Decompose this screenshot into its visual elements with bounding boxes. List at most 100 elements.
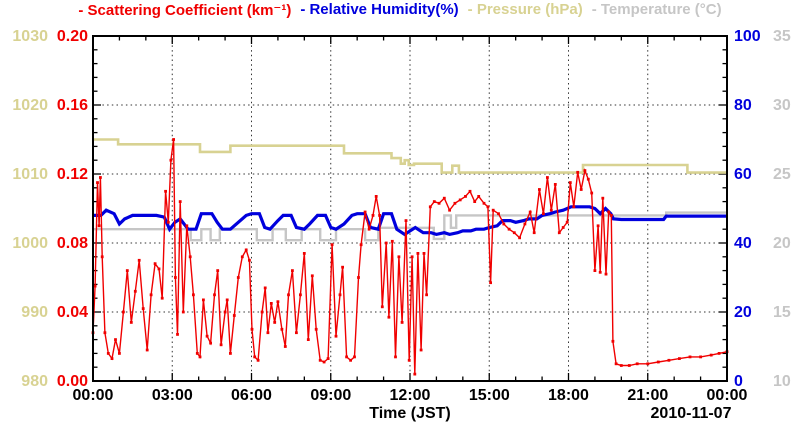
- scattering-tick-label: 0.12: [56, 166, 88, 183]
- data-point-scattering: [205, 334, 209, 338]
- data-point-scattering: [489, 281, 492, 285]
- data-point-scattering: [145, 348, 149, 352]
- data-point-scattering: [374, 195, 378, 198]
- chart-legend: - Scattering Coefficient (km⁻¹) - Relati…: [0, 1, 800, 19]
- scattering-tick-label: 0.04: [56, 304, 88, 321]
- data-point-scattering: [141, 307, 145, 310]
- data-point-scattering: [118, 352, 121, 355]
- data-point-scattering: [568, 181, 572, 184]
- data-point-scattering: [532, 231, 536, 235]
- data-point-scattering: [518, 236, 521, 240]
- plot-frame: [92, 35, 728, 382]
- data-point-scattering: [667, 358, 671, 362]
- data-point-scattering: [635, 362, 639, 366]
- data-point-scattering: [276, 300, 280, 304]
- data-point-scattering: [236, 276, 240, 279]
- data-point-scattering: [110, 357, 114, 360]
- data-point-scattering: [232, 314, 236, 317]
- data-point-scattering: [646, 362, 650, 366]
- data-point-scattering: [561, 226, 565, 229]
- data-point-scattering: [359, 243, 363, 247]
- data-point-scattering: [448, 208, 451, 212]
- pressure-tick-label: 980: [21, 373, 48, 390]
- x-tick-label: 03:00: [151, 387, 193, 404]
- data-point-scattering: [717, 352, 721, 355]
- data-point-scattering: [390, 239, 394, 243]
- data-point-scattering: [114, 338, 117, 341]
- data-point-scattering: [611, 339, 615, 343]
- data-point-scattering: [266, 331, 270, 335]
- data-point-scattering: [291, 269, 294, 272]
- data-point-scattering: [619, 364, 623, 367]
- data-point-scattering: [598, 270, 602, 274]
- data-point-scattering: [244, 248, 248, 252]
- data-point-scattering: [100, 255, 104, 259]
- data-point-scattering: [253, 355, 257, 359]
- data-point-scattering: [497, 212, 500, 216]
- data-point-scattering: [678, 357, 681, 360]
- data-point-scattering: [93, 284, 97, 288]
- data-point-scattering: [172, 138, 175, 141]
- data-point-scattering: [380, 305, 384, 309]
- data-point-scattering: [419, 348, 423, 352]
- data-point-scattering: [166, 220, 170, 224]
- data-point-scattering: [157, 267, 161, 271]
- data-point-scattering: [512, 231, 516, 235]
- data-point-scattering: [601, 196, 605, 200]
- data-point-scattering: [553, 183, 557, 186]
- data-point-scattering: [464, 195, 467, 198]
- data-point-scattering: [593, 269, 597, 272]
- pressure-tick-label: 990: [21, 304, 48, 321]
- temperature-tick-label: 35: [773, 28, 791, 45]
- x-tick-label: 18:00: [548, 387, 589, 404]
- data-point-scattering: [287, 293, 290, 297]
- legend-item-temperature: - Temperature (°C): [591, 1, 722, 18]
- data-point-scattering: [164, 189, 167, 193]
- humidity-tick-label: 20: [734, 304, 752, 321]
- data-point-scattering: [330, 243, 334, 247]
- data-point-scattering: [96, 181, 99, 184]
- series-humidity: [93, 205, 727, 237]
- x-tick-label: 15:00: [468, 387, 510, 404]
- series-scattering: [92, 139, 728, 375]
- data-point-scattering: [699, 355, 702, 359]
- scattering-tick-label: 0.08: [56, 235, 88, 252]
- data-point-scattering: [125, 269, 129, 272]
- x-tick-label: 21:00: [627, 387, 669, 404]
- data-point-scattering: [188, 255, 192, 259]
- data-point-scattering: [256, 358, 260, 362]
- data-point-scattering: [338, 293, 342, 297]
- data-point-scattering: [299, 293, 302, 297]
- data-point-scattering: [378, 214, 381, 217]
- data-point-scattering: [263, 286, 267, 290]
- data-point-scattering: [106, 352, 110, 355]
- series-pressure: [93, 138, 727, 174]
- data-point-scattering: [213, 293, 216, 297]
- data-point-scattering: [410, 255, 414, 259]
- data-point-scattering: [260, 310, 264, 314]
- data-point-scattering: [240, 255, 244, 259]
- data-point-scattering: [428, 205, 432, 209]
- data-point-scattering: [394, 355, 397, 359]
- data-point-scattering: [326, 357, 330, 360]
- data-point-scattering: [609, 214, 613, 217]
- data-point-scattering: [314, 327, 318, 331]
- legend-item-humidity: - Relative Humidity(%): [300, 1, 459, 18]
- data-point-scattering: [273, 321, 277, 324]
- scattering-tick-label: 0.20: [56, 28, 88, 45]
- pressure-tick-label: 1000: [12, 235, 48, 252]
- data-point-scattering: [482, 201, 486, 205]
- data-point-scattering: [477, 195, 481, 198]
- data-point-scattering: [137, 258, 141, 262]
- data-point-scattering: [404, 219, 408, 222]
- data-point-scattering: [133, 289, 137, 293]
- data-point-scattering: [174, 276, 177, 279]
- data-point-scattering: [149, 293, 153, 297]
- data-point-scattering: [310, 274, 314, 278]
- data-point-scattering: [283, 345, 287, 348]
- humidity-tick-label: 0: [734, 373, 743, 390]
- data-point-scattering: [216, 269, 220, 272]
- data-point-scattering: [318, 358, 322, 362]
